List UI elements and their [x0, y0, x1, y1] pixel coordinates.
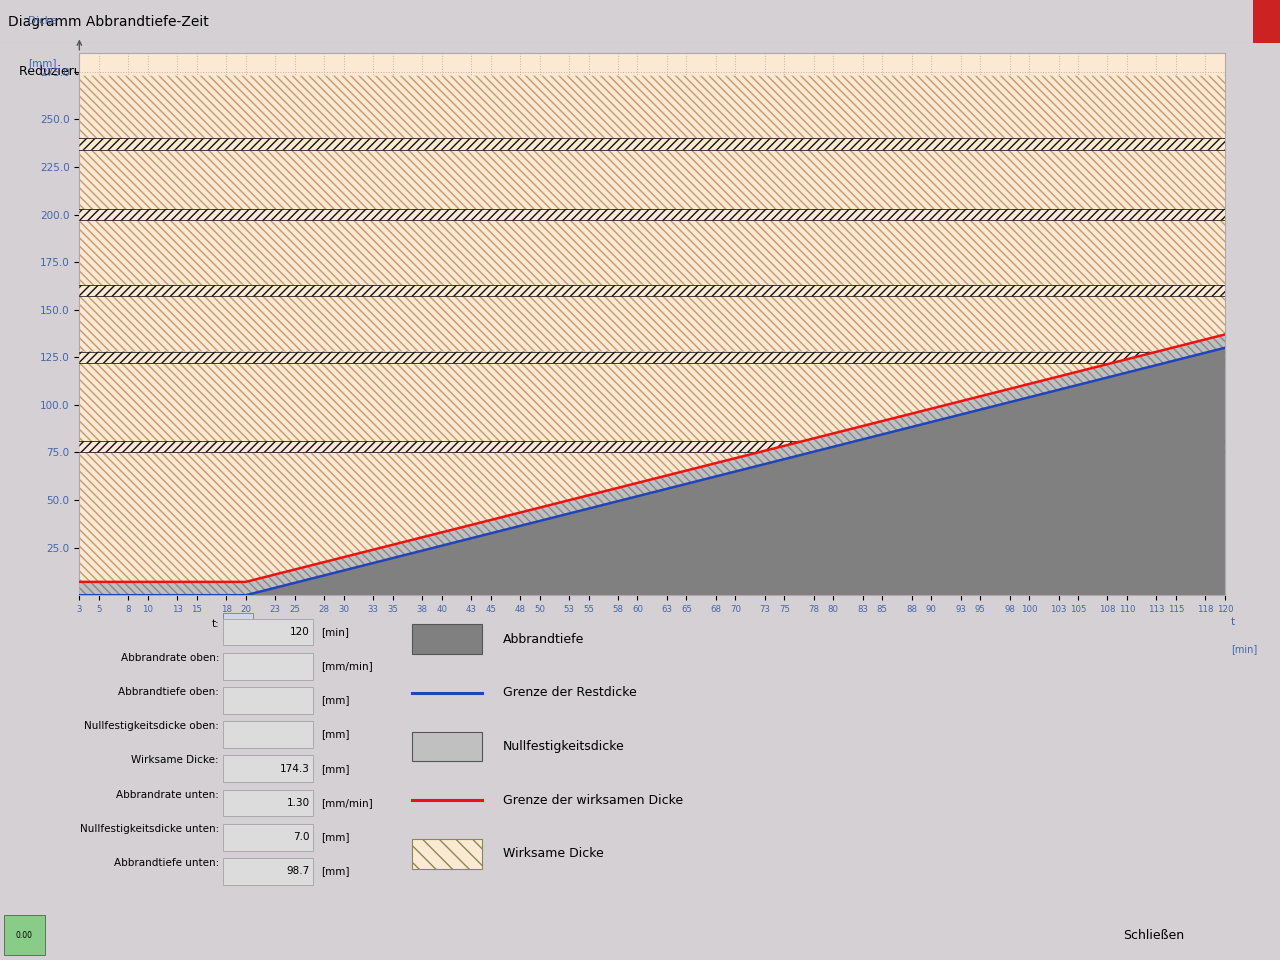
Text: Schließen: Schließen — [1123, 928, 1184, 942]
Text: Wirksame Dicke: Wirksame Dicke — [503, 847, 604, 860]
FancyBboxPatch shape — [223, 653, 314, 680]
Text: Grenze der wirksamen Dicke: Grenze der wirksamen Dicke — [503, 794, 684, 806]
Text: Wirksame Dicke:: Wirksame Dicke: — [132, 756, 219, 765]
Text: 1.30: 1.30 — [287, 798, 310, 808]
Text: [mm]: [mm] — [321, 867, 349, 876]
Bar — [1253, 0, 1280, 43]
Text: [mm]: [mm] — [321, 730, 349, 739]
FancyBboxPatch shape — [4, 915, 45, 955]
Text: t: t — [1230, 617, 1235, 627]
Text: [mm]: [mm] — [321, 764, 349, 774]
FancyBboxPatch shape — [223, 618, 314, 645]
Text: Abbrandtiefe: Abbrandtiefe — [503, 633, 585, 646]
Text: [mm]: [mm] — [321, 832, 349, 842]
Text: 98.7: 98.7 — [287, 867, 310, 876]
Text: t:: t: — [211, 618, 219, 629]
Text: 174.3: 174.3 — [280, 764, 310, 774]
Text: Nullfestigkeitsdicke unten:: Nullfestigkeitsdicke unten: — [79, 824, 219, 834]
Text: 7.0: 7.0 — [293, 832, 310, 842]
Text: Grenze der Restdicke: Grenze der Restdicke — [503, 686, 636, 700]
FancyBboxPatch shape — [223, 858, 314, 885]
Text: Abbrandrate oben:: Abbrandrate oben: — [120, 653, 219, 662]
Text: Nullfestigkeitsdicke oben:: Nullfestigkeitsdicke oben: — [84, 721, 219, 732]
FancyBboxPatch shape — [223, 721, 314, 748]
Text: Abbrandrate unten:: Abbrandrate unten: — [116, 790, 219, 800]
FancyBboxPatch shape — [223, 687, 314, 714]
Text: [min]: [min] — [1230, 644, 1257, 654]
Text: [min]: [min] — [321, 627, 349, 636]
FancyBboxPatch shape — [412, 625, 483, 655]
Text: [mm]: [mm] — [28, 59, 56, 68]
Text: Diagramm Abbrandtiefe-Zeit: Diagramm Abbrandtiefe-Zeit — [8, 14, 209, 29]
FancyBboxPatch shape — [412, 732, 483, 761]
Text: Dicke: Dicke — [28, 15, 56, 26]
Text: [mm/min]: [mm/min] — [321, 661, 372, 671]
Text: 0.00: 0.00 — [15, 930, 33, 940]
FancyBboxPatch shape — [223, 790, 314, 816]
Text: Abbrandtiefe unten:: Abbrandtiefe unten: — [114, 858, 219, 868]
Text: Abbrandtiefe oben:: Abbrandtiefe oben: — [118, 687, 219, 697]
FancyBboxPatch shape — [223, 612, 253, 639]
Text: x: x — [1262, 15, 1271, 28]
Text: [mm]: [mm] — [321, 695, 349, 706]
Text: 120: 120 — [289, 627, 310, 636]
Text: Nullfestigkeitsdicke: Nullfestigkeitsdicke — [503, 740, 625, 753]
FancyBboxPatch shape — [412, 839, 483, 869]
FancyBboxPatch shape — [223, 756, 314, 782]
Text: [mm/min]: [mm/min] — [321, 798, 372, 808]
FancyBboxPatch shape — [223, 824, 314, 851]
Text: Reduzierung der brandbeanspruchten Dicke: Reduzierung der brandbeanspruchten Dicke — [19, 65, 296, 78]
